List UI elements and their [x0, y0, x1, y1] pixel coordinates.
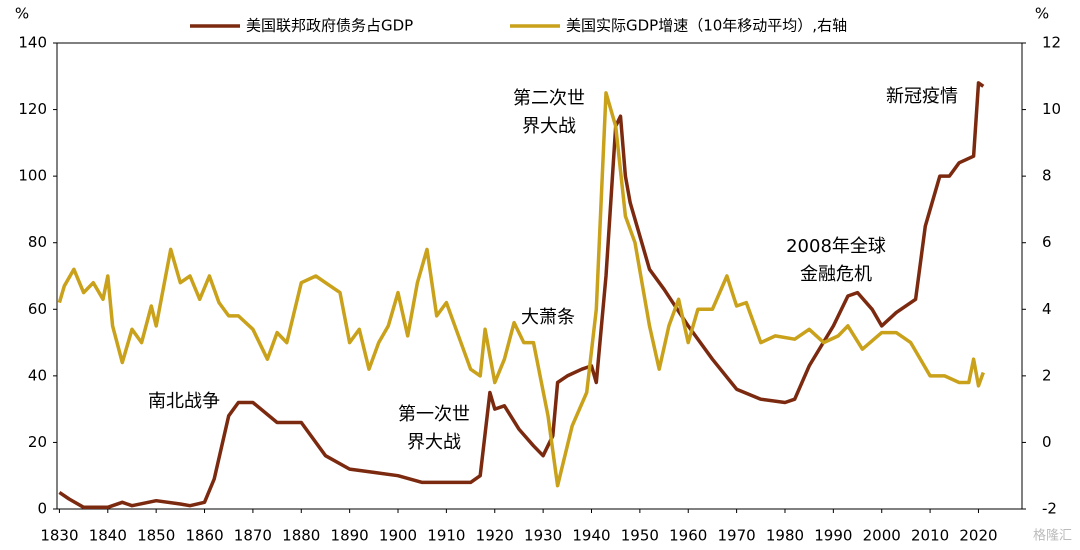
annotation: 第一次世 — [398, 404, 470, 425]
annotation: 界大战 — [407, 432, 461, 453]
y-tick-label: 60 — [28, 300, 47, 318]
legend-label: 美国联邦政府债务占GDP — [246, 17, 413, 35]
y-tick-label: 40 — [28, 366, 47, 384]
series-line — [57, 91, 985, 488]
legend-label: 美国实际GDP增速（10年移动平均）,右轴 — [566, 17, 847, 35]
y2-tick-label: 2 — [1042, 366, 1052, 384]
x-tick-label: 1910 — [427, 527, 465, 545]
x-tick-label: 2000 — [863, 527, 901, 545]
x-tick-label: 1850 — [137, 527, 175, 545]
y2-tick-label: 12 — [1042, 34, 1061, 52]
x-tick-label: 1960 — [669, 527, 707, 545]
y-tick-label: 20 — [28, 433, 47, 451]
annotation: 2008年全球 — [786, 236, 886, 257]
y2-tick-label: 10 — [1042, 100, 1061, 118]
annotation: 金融危机 — [800, 264, 872, 285]
y-unit: % — [15, 5, 29, 23]
annotation: 第二次世 — [513, 88, 585, 109]
x-tick-label: 2010 — [911, 527, 949, 545]
y-tick-label: 100 — [18, 167, 47, 185]
y2-unit: % — [1035, 5, 1049, 23]
x-tick-label: 1900 — [379, 527, 417, 545]
x-tick-label: 1940 — [572, 527, 610, 545]
y-tick-label: 140 — [18, 34, 47, 52]
x-tick-label: 1860 — [185, 527, 223, 545]
x-tick-label: 1840 — [89, 527, 127, 545]
x-tick-label: 1880 — [282, 527, 320, 545]
x-tick-label: 1890 — [331, 527, 369, 545]
x-tick-label: 1830 — [40, 527, 78, 545]
plot-frame — [56, 42, 1023, 510]
y-tick-label: 120 — [18, 100, 47, 118]
x-tick-label: 1870 — [234, 527, 272, 545]
y-tick-label: 80 — [28, 233, 47, 251]
annotation: 界大战 — [522, 116, 576, 137]
annotation: 南北战争 — [148, 391, 220, 412]
x-tick-label: 1930 — [524, 527, 562, 545]
x-tick-label: 1990 — [814, 527, 852, 545]
watermark: 格隆汇 — [1033, 528, 1072, 544]
x-tick-label: 1950 — [621, 527, 659, 545]
y2-tick-label: 6 — [1042, 233, 1052, 251]
series-line — [58, 81, 985, 510]
y2-tick-label: -2 — [1042, 500, 1057, 518]
x-tick-label: 1970 — [718, 527, 756, 545]
x-tick-label: 2020 — [959, 527, 997, 545]
y-tick-label: 0 — [37, 500, 47, 518]
y2-tick-label: 0 — [1042, 433, 1052, 451]
x-tick-label: 1980 — [766, 527, 804, 545]
x-tick-label: 1920 — [476, 527, 514, 545]
y2-tick-label: 8 — [1042, 167, 1052, 185]
annotation: 新冠疫情 — [886, 86, 958, 107]
annotation: 大萧条 — [521, 307, 575, 328]
y2-tick-label: 4 — [1042, 300, 1052, 318]
